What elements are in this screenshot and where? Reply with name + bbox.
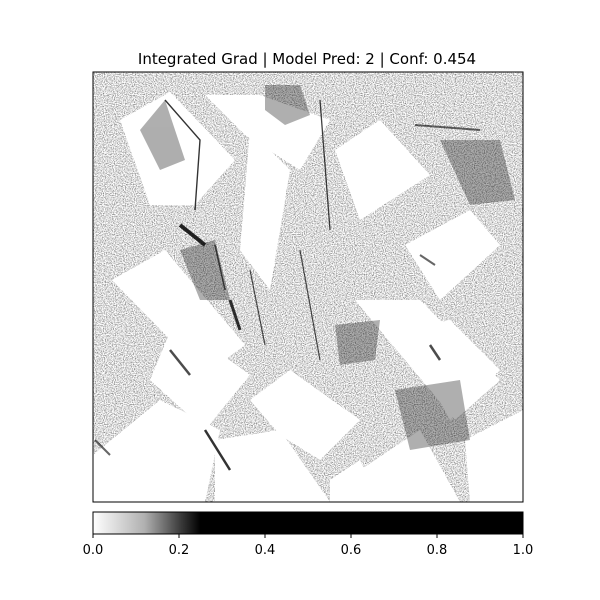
plot-frame [92,71,524,503]
colorbar-tick-label: 0.2 [169,543,190,558]
colorbar [92,511,524,535]
colorbar-tick-label: 0.6 [341,543,362,558]
colorbar-tick-label: 0.8 [427,543,448,558]
low-attribution-regions [93,92,523,502]
high-attribution-edges [94,99,481,471]
colorbar-tick-label: 0.4 [255,543,276,558]
colorbar-ticks: 0.0 0.2 0.4 0.6 0.8 1.0 [83,534,534,558]
chart-title: Integrated Grad | Model Pred: 2 | Conf: … [138,50,476,68]
mid-attribution-patches [140,85,515,450]
attribution-heatmap [93,72,523,502]
colorbar-tick-label: 1.0 [513,543,534,558]
colorbar-tick-label: 0.0 [83,543,104,558]
